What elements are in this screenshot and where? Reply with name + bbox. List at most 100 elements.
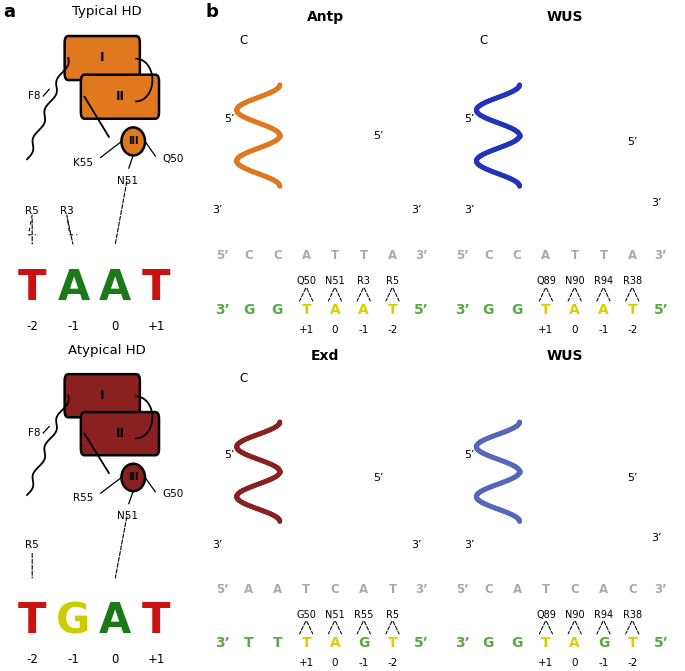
Text: Q89: Q89 <box>536 276 556 287</box>
Text: G: G <box>483 635 494 650</box>
Text: R38: R38 <box>623 276 642 287</box>
Text: C: C <box>245 250 253 262</box>
Text: 3’: 3’ <box>651 533 662 543</box>
Text: T: T <box>541 635 551 650</box>
Text: T: T <box>599 250 608 262</box>
Text: Q50: Q50 <box>163 154 184 164</box>
Text: 3’: 3’ <box>212 539 223 550</box>
Text: T: T <box>360 250 368 262</box>
Text: Atypical HD: Atypical HD <box>68 344 145 357</box>
Text: T: T <box>18 267 47 309</box>
Text: III: III <box>128 136 138 146</box>
Text: C: C <box>628 583 636 596</box>
Text: A: A <box>569 303 580 317</box>
Text: Antp: Antp <box>307 10 344 24</box>
Text: 0: 0 <box>571 658 578 668</box>
Text: -2: -2 <box>26 320 38 333</box>
Text: C: C <box>479 34 488 47</box>
Text: 3’: 3’ <box>655 583 667 596</box>
Text: R5: R5 <box>25 206 39 216</box>
Text: A: A <box>599 583 608 596</box>
Text: N51: N51 <box>117 176 138 186</box>
Text: -1: -1 <box>358 325 369 336</box>
Text: Exd: Exd <box>311 349 340 363</box>
Text: C: C <box>240 34 248 47</box>
Text: WUS: WUS <box>547 349 584 363</box>
Text: a: a <box>3 3 16 21</box>
Text: +1: +1 <box>299 325 314 336</box>
Text: G: G <box>243 303 254 317</box>
Ellipse shape <box>121 127 145 156</box>
Text: T: T <box>301 635 311 650</box>
Text: F8: F8 <box>28 428 40 438</box>
Text: 3’: 3’ <box>215 635 229 650</box>
Text: +1: +1 <box>299 658 314 668</box>
Text: I: I <box>100 389 105 402</box>
Text: A: A <box>301 250 311 262</box>
Text: A: A <box>569 635 580 650</box>
Text: F8: F8 <box>28 91 40 101</box>
Text: T: T <box>388 583 397 596</box>
Text: 5’: 5’ <box>653 303 669 317</box>
Text: 0: 0 <box>332 658 338 668</box>
Text: C: C <box>513 250 521 262</box>
Text: T: T <box>571 250 579 262</box>
Text: +1: +1 <box>538 325 553 336</box>
Text: 3’: 3’ <box>215 303 229 317</box>
Text: +1: +1 <box>538 658 553 668</box>
Text: 5’: 5’ <box>464 450 475 460</box>
FancyBboxPatch shape <box>64 36 140 80</box>
Text: G50: G50 <box>163 489 184 499</box>
Text: A: A <box>358 303 369 317</box>
Text: 5’: 5’ <box>414 303 429 317</box>
Text: 3’: 3’ <box>212 205 223 215</box>
Text: 5’: 5’ <box>653 635 669 650</box>
Text: A: A <box>359 583 369 596</box>
Text: G50: G50 <box>296 609 316 619</box>
Text: T: T <box>541 303 551 317</box>
Text: R3: R3 <box>60 206 74 216</box>
Text: -2: -2 <box>387 325 398 336</box>
Text: C: C <box>484 583 493 596</box>
FancyBboxPatch shape <box>81 412 159 455</box>
Text: Typical HD: Typical HD <box>72 5 142 18</box>
Text: K55: K55 <box>73 158 93 168</box>
Text: 3’: 3’ <box>411 539 422 550</box>
Text: 5’: 5’ <box>216 250 229 262</box>
Text: -2: -2 <box>387 658 398 668</box>
Text: T: T <box>388 635 397 650</box>
Text: -1: -1 <box>68 320 79 333</box>
Text: Q89: Q89 <box>536 609 556 619</box>
Text: 5’: 5’ <box>464 113 475 123</box>
Text: T: T <box>388 303 397 317</box>
Text: +1: +1 <box>147 653 165 666</box>
Text: A: A <box>58 267 90 309</box>
Text: N51: N51 <box>325 276 345 287</box>
Text: -1: -1 <box>68 653 79 666</box>
Text: T: T <box>142 267 171 309</box>
Text: A: A <box>329 635 340 650</box>
Text: -1: -1 <box>598 658 609 668</box>
Text: A: A <box>273 583 282 596</box>
Text: A: A <box>512 583 522 596</box>
Text: 5’: 5’ <box>627 138 638 148</box>
Text: 5’: 5’ <box>224 450 235 460</box>
Text: 3’: 3’ <box>464 205 475 215</box>
Text: 3’: 3’ <box>464 539 475 550</box>
Text: WUS: WUS <box>547 10 584 24</box>
Text: 5’: 5’ <box>456 583 469 596</box>
Text: C: C <box>273 250 282 262</box>
Text: 3’: 3’ <box>455 303 469 317</box>
Text: -2: -2 <box>26 653 38 666</box>
Text: G: G <box>512 635 523 650</box>
Text: -1: -1 <box>598 325 609 336</box>
Ellipse shape <box>121 464 145 491</box>
Text: T: T <box>18 601 47 642</box>
Text: 0: 0 <box>111 653 119 666</box>
Text: T: T <box>142 601 171 642</box>
Text: T: T <box>302 583 310 596</box>
Text: 3’: 3’ <box>651 199 662 208</box>
Text: II: II <box>116 91 125 103</box>
Text: b: b <box>206 3 219 21</box>
Text: A: A <box>598 303 609 317</box>
